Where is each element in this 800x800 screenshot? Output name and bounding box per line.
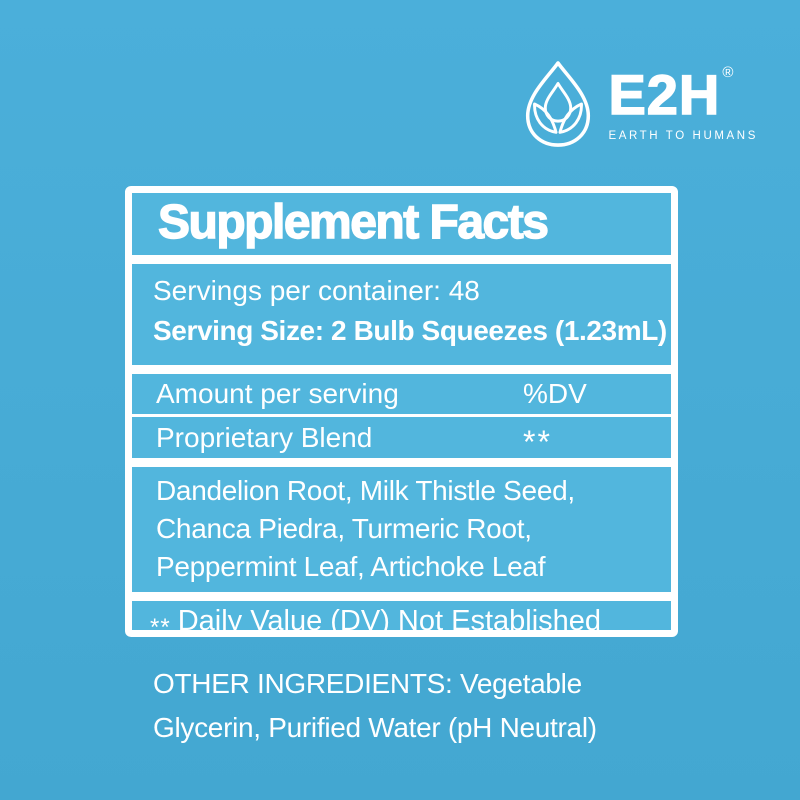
footnote-marker: **: [150, 613, 171, 637]
proprietary-blend-row: Proprietary Blend **: [132, 417, 671, 461]
divider-bar: [132, 592, 671, 601]
divider-bar: [132, 365, 671, 374]
servings-per-container: Servings per container: 48: [153, 275, 480, 306]
blend-ingredients-line: Dandelion Root, Milk Thistle Seed,: [156, 475, 575, 506]
blend-ingredients-line: Chanca Piedra, Turmeric Root,: [156, 513, 532, 544]
brand-name: E2H: [608, 62, 721, 126]
other-ingredients-line: Glycerin, Purified Water (pH Neutral): [153, 712, 597, 743]
percent-dv-header: %DV: [523, 378, 587, 409]
serving-size: Serving Size: 2 Bulb Squeezes (1.23mL): [153, 315, 667, 346]
other-ingredients: OTHER INGREDIENTS: Vegetable Glycerin, P…: [153, 662, 597, 750]
registered-trademark-mark: ®: [722, 63, 734, 81]
footnote-text: Daily Value (DV) Not Established: [177, 605, 602, 637]
brand-text-block: E2H ® EARTH TO HUMANS: [608, 62, 758, 142]
amount-per-serving-header: Amount per serving: [156, 378, 399, 409]
brand-logo: E2H ® EARTH TO HUMANS: [522, 60, 758, 148]
supplement-facts-panel: Supplement Facts Servings per container:…: [125, 186, 678, 637]
daily-value-footnote: ** Daily Value (DV) Not Established: [132, 601, 671, 637]
other-ingredients-line: OTHER INGREDIENTS: Vegetable: [153, 668, 582, 699]
servings-section: Servings per container: 48 Serving Size:…: [132, 264, 671, 365]
amount-header-row: Amount per serving %DV: [132, 374, 671, 414]
brand-tagline: EARTH TO HUMANS: [608, 129, 758, 142]
panel-title: Supplement Facts: [157, 195, 549, 249]
divider-bar: [132, 255, 671, 264]
blend-dv-marker: **: [523, 424, 552, 460]
blend-ingredients-line: Peppermint Leaf, Artichoke Leaf: [156, 551, 546, 582]
thin-divider: [132, 414, 671, 417]
divider-bar: [132, 458, 671, 467]
blend-ingredients: Dandelion Root, Milk Thistle Seed, Chanc…: [132, 467, 671, 592]
water-drop-leaves-icon: [526, 61, 591, 147]
proprietary-blend-label: Proprietary Blend: [156, 421, 373, 453]
